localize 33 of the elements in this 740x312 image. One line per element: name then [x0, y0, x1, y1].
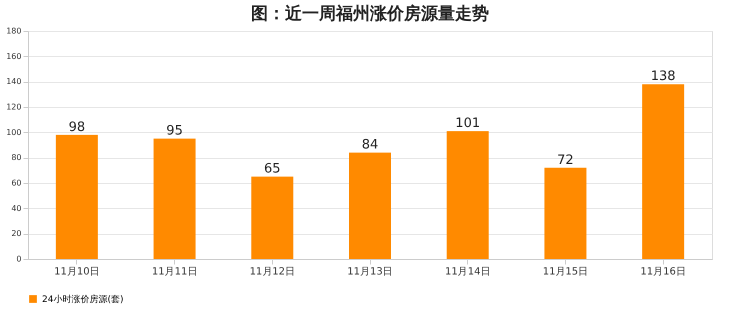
data-label: 72: [557, 152, 574, 168]
bar: [154, 138, 196, 259]
y-tick-label: 60: [11, 178, 22, 188]
y-tick-label: 80: [11, 153, 22, 162]
data-label: 138: [650, 69, 676, 84]
y-tick-label: 100: [6, 128, 22, 137]
bar: [642, 84, 684, 259]
y-tick-label: 0: [16, 254, 22, 264]
x-tick-label: 11月12日: [250, 266, 296, 278]
data-label: 95: [166, 124, 183, 139]
x-tick-label: 11月15日: [542, 266, 588, 278]
bar: [544, 168, 586, 259]
data-label: 101: [455, 116, 480, 132]
bar: [251, 176, 294, 259]
x-tick-label: 11月11日: [152, 266, 198, 278]
bar: [446, 131, 489, 259]
y-tick-label: 180: [6, 26, 22, 36]
data-label: 65: [264, 162, 281, 177]
y-tick-label: 120: [6, 102, 22, 112]
x-tick-label: 11月10日: [54, 266, 100, 278]
x-tick-label: 11月14日: [444, 266, 490, 278]
y-tick-label: 160: [6, 52, 22, 61]
y-tick-label: 140: [6, 77, 22, 86]
legend-label: 24小时涨价房源(套): [42, 294, 124, 305]
y-tick-label: 20: [11, 229, 22, 238]
data-label: 84: [362, 138, 378, 153]
chart-title: 图：近一周福州涨价房源量走势: [251, 4, 489, 24]
bar: [349, 152, 391, 259]
x-tick-label: 11月13日: [347, 266, 393, 278]
bar: [56, 134, 98, 259]
x-tick-label: 11月16日: [640, 266, 686, 278]
y-tick-label: 40: [11, 204, 22, 213]
data-label: 98: [68, 120, 86, 135]
